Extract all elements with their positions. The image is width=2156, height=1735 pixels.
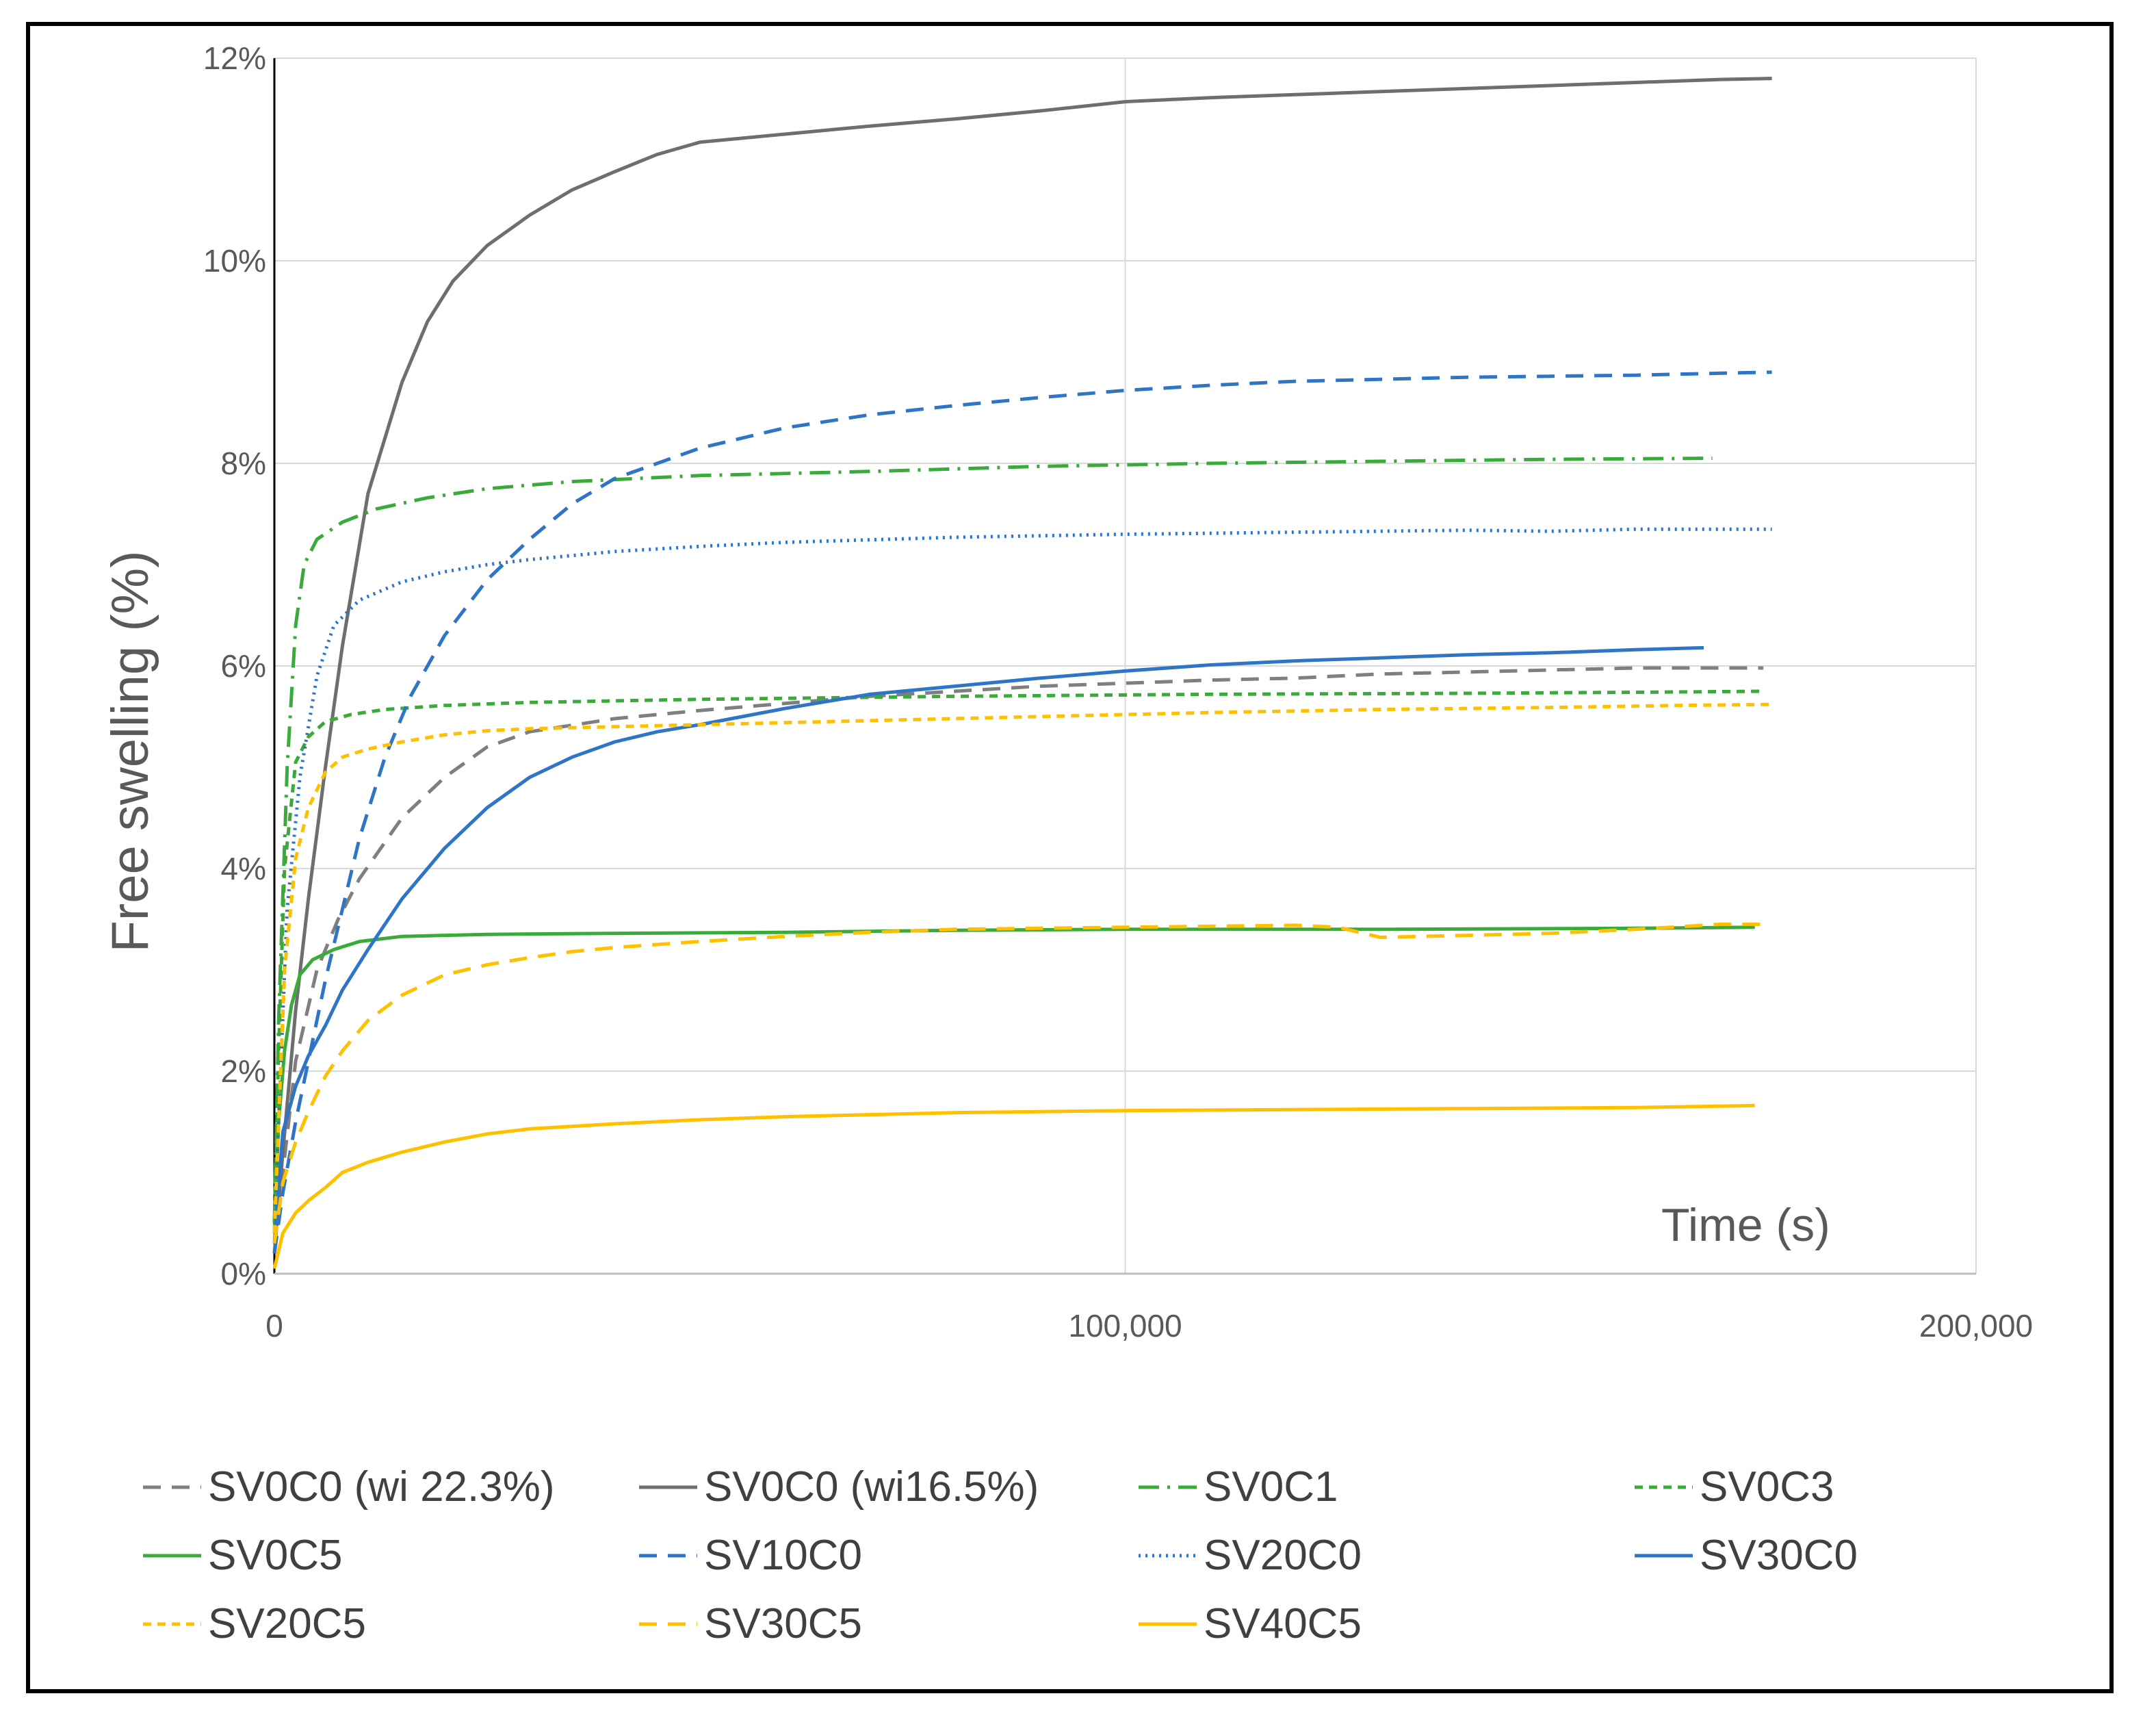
series-line-4 <box>272 689 1764 1224</box>
legend-label: SV30C0 <box>1700 1532 1858 1579</box>
y-tick-label: 12% <box>203 40 266 76</box>
legend-label: SV20C0 <box>1204 1532 1362 1579</box>
series-line-11 <box>272 1103 1755 1270</box>
series-line-2 <box>272 77 1772 1254</box>
series-lines <box>272 77 1772 1270</box>
series-line-6 <box>272 370 1772 1254</box>
series-line-8 <box>272 645 1704 1244</box>
series-line-10 <box>272 922 1764 1244</box>
x-tick-label: 0 <box>265 1308 283 1344</box>
legend-label: SV10C0 <box>704 1532 862 1579</box>
axis-labels: Free swelling (%) Time (s) <box>101 550 1830 1251</box>
legend-label: SV0C1 <box>1204 1463 1338 1511</box>
y-tick-label: 8% <box>221 446 266 481</box>
legend-label: SV40C5 <box>1204 1600 1362 1647</box>
x-axis-title: Time (s) <box>1661 1199 1830 1251</box>
series-line-9 <box>272 702 1772 1233</box>
y-tick-label: 4% <box>221 851 266 886</box>
legend: SV0C0 (wi 22.3%) SV0C0 (wi16.5%) SV0C1 SV0C… <box>143 1463 1858 1647</box>
x-tick-label: 100,000 <box>1068 1308 1182 1344</box>
y-tick-label: 2% <box>221 1053 266 1089</box>
x-tick-label: 200,000 <box>1919 1308 2033 1344</box>
legend-label: SV0C3 <box>1700 1463 1834 1511</box>
series-line-7 <box>272 527 1772 1233</box>
legend-label: SV0C5 <box>208 1532 342 1579</box>
line-chart: 0% 2% 4% 6% 8% 10% 12% 0 100,000 200,000 Free swe… <box>101 40 2033 1647</box>
series-line-3 <box>272 457 1713 1224</box>
series-line-1 <box>272 666 1764 1244</box>
legend-label: SV30C5 <box>704 1600 862 1647</box>
series-line-5 <box>272 925 1755 1233</box>
legend-label: SV0C0 (wi 22.3%) <box>208 1463 555 1511</box>
axes: 0% 2% 4% 6% 8% 10% 12% 0 100,000 200,000 <box>203 40 2033 1344</box>
gridlines <box>274 57 1977 1274</box>
legend-label: SV20C5 <box>208 1600 366 1647</box>
y-tick-label: 6% <box>221 648 266 684</box>
legend-label: SV0C0 (wi16.5%) <box>704 1463 1039 1511</box>
y-axis-title: Free swelling (%) <box>101 550 159 952</box>
y-tick-label: 10% <box>203 243 266 279</box>
chart-frame: 0% 2% 4% 6% 8% 10% 12% 0 100,000 200,000 Free swe… <box>26 22 2114 1693</box>
y-tick-label: 0% <box>221 1256 266 1291</box>
